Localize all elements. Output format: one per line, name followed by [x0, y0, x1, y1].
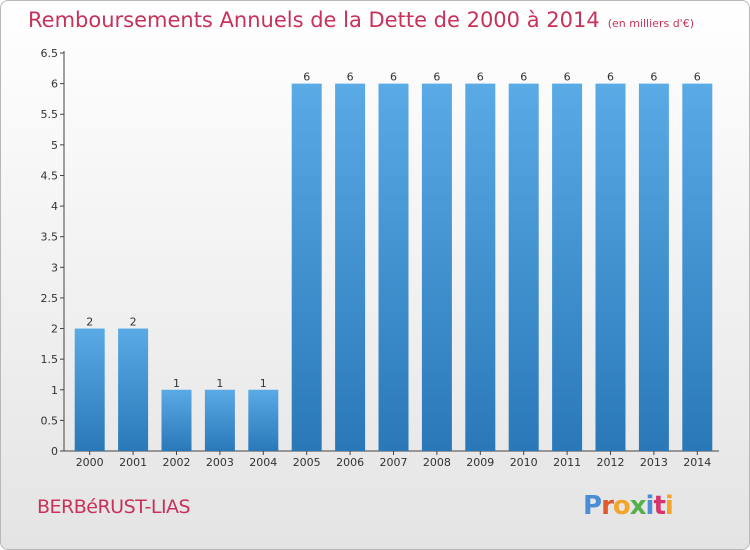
chart-unit-label: (en milliers d'€)	[607, 17, 694, 30]
bar-data-label: 6	[347, 71, 354, 84]
bar	[595, 83, 626, 451]
logo-letter: i	[664, 491, 674, 521]
logo-letter: o	[612, 491, 631, 521]
x-tick-label: 2003	[206, 456, 234, 469]
bar	[552, 83, 583, 451]
bar	[161, 389, 192, 451]
bar-data-label: 6	[694, 71, 701, 84]
chart-title-text: Remboursements Annuels de la Dette de 20…	[28, 8, 600, 32]
x-tick-label: 2010	[510, 456, 538, 469]
bar	[508, 83, 539, 451]
x-tick-label: 2006	[336, 456, 364, 469]
logo-letter: i	[645, 491, 655, 521]
bar	[74, 328, 105, 451]
x-tick-label: 2001	[119, 456, 147, 469]
bar-data-label: 6	[607, 71, 614, 84]
chart-title: Remboursements Annuels de la Dette de 20…	[28, 8, 694, 32]
x-tick-label: 2007	[380, 456, 408, 469]
bar	[421, 83, 452, 451]
y-tick-label: 0.5	[41, 414, 59, 427]
bar-data-label: 1	[216, 377, 223, 390]
y-tick-label: 4.5	[41, 169, 59, 182]
x-tick-label: 2012	[597, 456, 625, 469]
bar	[248, 389, 279, 451]
y-tick-label: 6	[51, 78, 58, 91]
bar-data-label: 6	[564, 71, 571, 84]
bar	[118, 328, 149, 451]
bar-data-label: 2	[130, 316, 137, 329]
proxiti-logo[interactable]: Proxiti	[583, 491, 674, 521]
bar	[465, 83, 496, 451]
bar-data-label: 6	[477, 71, 484, 84]
y-tick-label: 1	[51, 384, 58, 397]
y-tick-label: 5.5	[41, 108, 59, 121]
x-tick-label: 2009	[466, 456, 494, 469]
y-tick-label: 2.5	[41, 292, 59, 305]
y-tick-label: 1.5	[41, 353, 59, 366]
logo-letter: P	[583, 491, 602, 521]
bar	[638, 83, 669, 451]
bar-data-label: 1	[260, 377, 267, 390]
x-tick-label: 2000	[76, 456, 104, 469]
bar	[682, 83, 713, 451]
logo-letter: x	[629, 491, 647, 521]
y-tick-label: 4	[51, 200, 58, 213]
bar-data-label: 6	[303, 71, 310, 84]
x-tick-label: 2013	[640, 456, 668, 469]
bar-data-label: 6	[390, 71, 397, 84]
bar-data-label: 6	[433, 71, 440, 84]
bar-data-label: 6	[520, 71, 527, 84]
x-tick-label: 2011	[553, 456, 581, 469]
bar-data-label: 2	[86, 316, 93, 329]
bar	[335, 83, 366, 451]
logo-letter: t	[653, 491, 665, 521]
x-tick-label: 2002	[163, 456, 191, 469]
x-tick-label: 2008	[423, 456, 451, 469]
y-tick-label: 2	[51, 323, 58, 336]
commune-name: BERBéRUST-LIAS	[37, 496, 191, 518]
logo-letter: r	[601, 491, 614, 521]
bar-data-label: 1	[173, 377, 180, 390]
bar	[291, 83, 322, 451]
bar	[378, 83, 409, 451]
y-tick-label: 3	[51, 261, 58, 274]
y-tick-label: 0	[51, 445, 58, 458]
x-tick-label: 2004	[249, 456, 277, 469]
x-tick-label: 2014	[683, 456, 711, 469]
y-tick-label: 5	[51, 139, 58, 152]
y-tick-label: 6.5	[41, 47, 59, 60]
bar-data-label: 6	[650, 71, 657, 84]
x-tick-label: 2005	[293, 456, 321, 469]
bar	[204, 389, 235, 451]
y-tick-label: 3.5	[41, 231, 59, 244]
